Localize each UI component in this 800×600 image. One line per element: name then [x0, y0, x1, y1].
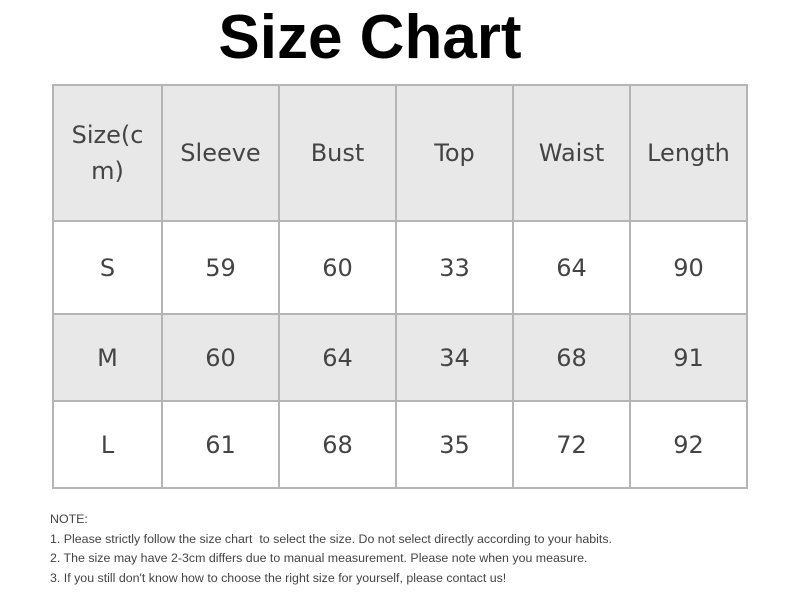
- table-cell: 64: [512, 220, 631, 315]
- table-cell: 35: [395, 400, 514, 489]
- size-table: Size(c m) Sleeve Bust Top Waist Length S…: [52, 84, 748, 489]
- page-title: Size Chart: [218, 3, 522, 72]
- table-row: L 61 68 35 72 92: [52, 400, 748, 489]
- header-cell: Bust: [278, 84, 397, 222]
- header-cell: Top: [395, 84, 514, 222]
- table-cell: 34: [395, 313, 514, 402]
- table-cell: 60: [161, 313, 280, 402]
- table-row: S 59 60 33 64 90: [52, 220, 748, 315]
- table-cell: 72: [512, 400, 631, 489]
- header-cell: Waist: [512, 84, 631, 222]
- table-cell: 68: [512, 313, 631, 402]
- table-header-row: Size(c m) Sleeve Bust Top Waist Length: [52, 84, 748, 222]
- note-item: 1. Please strictly follow the size chart…: [50, 531, 612, 546]
- table-cell: 60: [278, 220, 397, 315]
- table-cell: S: [52, 220, 163, 315]
- notes-heading: NOTE:: [50, 512, 88, 526]
- header-cell: Length: [629, 84, 748, 222]
- table-row: M 60 64 34 68 91: [52, 313, 748, 402]
- table-cell: L: [52, 400, 163, 489]
- header-cell: Size(c m): [52, 84, 163, 222]
- note-item: 3. If you still don't know how to choose…: [50, 570, 507, 585]
- table-cell: 91: [629, 313, 748, 402]
- table-cell: 33: [395, 220, 514, 315]
- notes: NOTE: 1. Please strictly follow the size…: [50, 510, 612, 588]
- table-cell: 92: [629, 400, 748, 489]
- table-cell: 59: [161, 220, 280, 315]
- table-cell: 61: [161, 400, 280, 489]
- note-item: 2. The size may have 2-3cm differs due t…: [50, 551, 588, 565]
- header-cell: Sleeve: [161, 84, 280, 222]
- table-cell: M: [52, 313, 163, 402]
- table-cell: 90: [629, 220, 748, 315]
- table-cell: 64: [278, 313, 397, 402]
- table-cell: 68: [278, 400, 397, 489]
